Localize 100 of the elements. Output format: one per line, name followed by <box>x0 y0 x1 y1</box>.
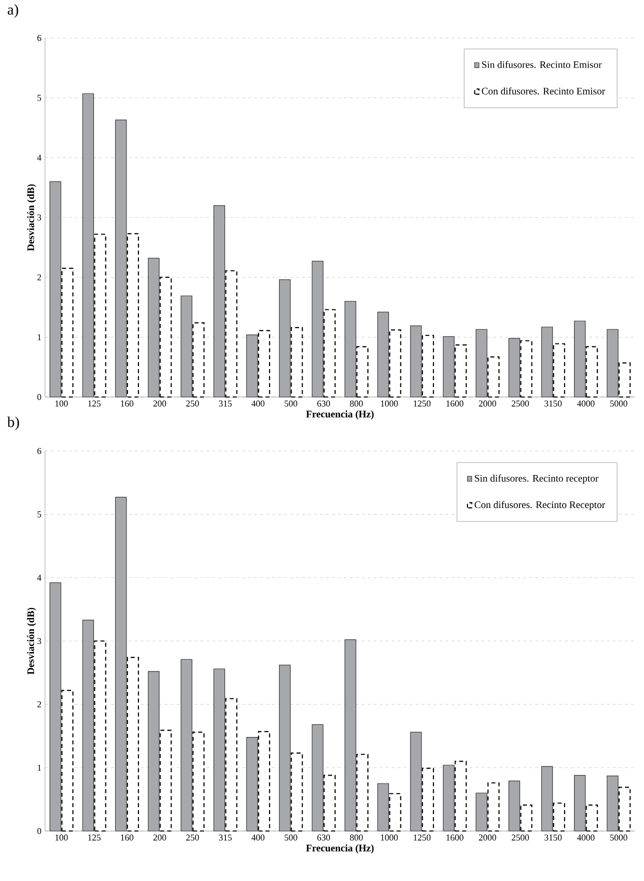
x-tick-label: 160 <box>121 834 134 841</box>
legend-label: Con difusores. Recinto Emisor <box>482 87 606 95</box>
legend-label: Con difusores. Recinto Receptor <box>474 500 606 510</box>
bar <box>606 329 618 398</box>
bar <box>476 792 488 832</box>
bar <box>508 780 520 832</box>
bar <box>94 640 106 832</box>
x-tick-label: 3150 <box>544 834 562 841</box>
chart-title: a) <box>8 4 18 18</box>
y-tick-label: 6 <box>37 448 42 454</box>
x-tick-label: 250 <box>186 834 199 841</box>
bar <box>442 336 455 398</box>
bar <box>160 276 172 398</box>
x-tick-label: 630 <box>317 834 330 841</box>
x-axis-title: Frecuencia (Hz) <box>306 410 374 420</box>
bar <box>258 330 270 398</box>
x-tick-label: 200 <box>153 400 166 407</box>
bar <box>279 664 291 832</box>
bar <box>606 776 618 832</box>
x-tick-label: 4000 <box>577 400 594 407</box>
x-tick-label: 5000 <box>610 834 628 841</box>
chart-title: b) <box>7 416 19 430</box>
x-axis-title: Frecuencia (Hz) <box>306 844 374 854</box>
x-tick-label: 2500 <box>512 834 529 841</box>
x-tick-label: 1250 <box>414 400 431 407</box>
bar <box>476 329 488 398</box>
bar <box>377 783 389 832</box>
legend-label: Sin difusores. Recinto receptor <box>474 474 598 484</box>
bar <box>508 338 520 398</box>
bar <box>422 334 434 398</box>
bar <box>180 296 192 398</box>
x-tick-label: 500 <box>284 834 298 841</box>
x-tick-label: 500 <box>284 400 298 407</box>
bar <box>290 752 303 832</box>
bar <box>574 774 586 832</box>
bar <box>454 760 467 832</box>
bar <box>344 300 356 398</box>
x-tick-label: 5000 <box>610 400 628 407</box>
bar <box>225 270 238 398</box>
y-tick-label: 3 <box>37 638 42 644</box>
bar <box>192 732 205 832</box>
x-tick-label: 200 <box>153 834 166 841</box>
bar <box>160 730 172 832</box>
bar <box>541 326 553 398</box>
x-tick-label: 2000 <box>478 400 496 407</box>
bar <box>180 659 192 832</box>
y-tick-label: 3 <box>37 214 42 221</box>
y-tick-label: 1 <box>38 764 41 771</box>
bar <box>126 656 139 832</box>
bar <box>115 120 127 398</box>
bar <box>324 309 336 398</box>
bar <box>520 804 532 832</box>
y-tick-label: 0 <box>37 828 42 834</box>
y-axis-title: Desviación (dB) <box>27 608 36 674</box>
bar <box>225 698 238 832</box>
bar <box>356 754 368 832</box>
bar <box>553 802 566 832</box>
x-tick-label: 100 <box>55 400 68 407</box>
x-tick-label: 125 <box>88 400 101 407</box>
y-tick-label: 5 <box>38 94 42 101</box>
x-tick-label: 125 <box>88 834 101 841</box>
bar <box>126 233 139 398</box>
bar <box>586 346 598 398</box>
bar <box>192 322 205 398</box>
bar <box>389 329 402 398</box>
bar <box>258 731 270 832</box>
bar <box>148 671 160 832</box>
bar <box>312 724 324 832</box>
bar <box>618 786 631 832</box>
bar <box>50 181 62 398</box>
y-tick-label: 4 <box>37 154 42 161</box>
y-tick-label: 2 <box>37 274 41 280</box>
bar <box>61 690 74 832</box>
bar <box>50 582 62 832</box>
x-tick-label: 800 <box>350 834 363 841</box>
x-tick-label: 2500 <box>512 400 529 407</box>
x-tick-label: 315 <box>218 400 232 407</box>
y-tick-label: 4 <box>37 574 42 581</box>
bar <box>520 340 532 398</box>
bar <box>487 356 500 398</box>
x-tick-label: 400 <box>252 834 264 841</box>
bar <box>82 93 94 398</box>
bar <box>377 312 389 398</box>
y-tick-label: 1 <box>38 334 41 340</box>
x-tick-label: 630 <box>317 400 330 407</box>
bar <box>61 268 74 398</box>
bar <box>279 279 291 398</box>
x-tick-label: 100 <box>55 834 68 841</box>
x-tick-label: 2000 <box>478 834 496 841</box>
x-tick-label: 1250 <box>414 834 431 841</box>
bar <box>213 668 226 832</box>
y-tick-label: 0 <box>37 394 42 400</box>
bar <box>246 736 258 832</box>
x-tick-label: 1000 <box>380 834 398 841</box>
x-tick-label: 1000 <box>380 400 398 407</box>
x-tick-label: 315 <box>218 834 232 841</box>
x-tick-label: 160 <box>121 400 134 407</box>
y-axis-title: Desviación (dB) <box>27 184 36 251</box>
legend-label: Sin difusores. Recinto Emisor <box>482 60 602 68</box>
bar <box>618 362 631 398</box>
